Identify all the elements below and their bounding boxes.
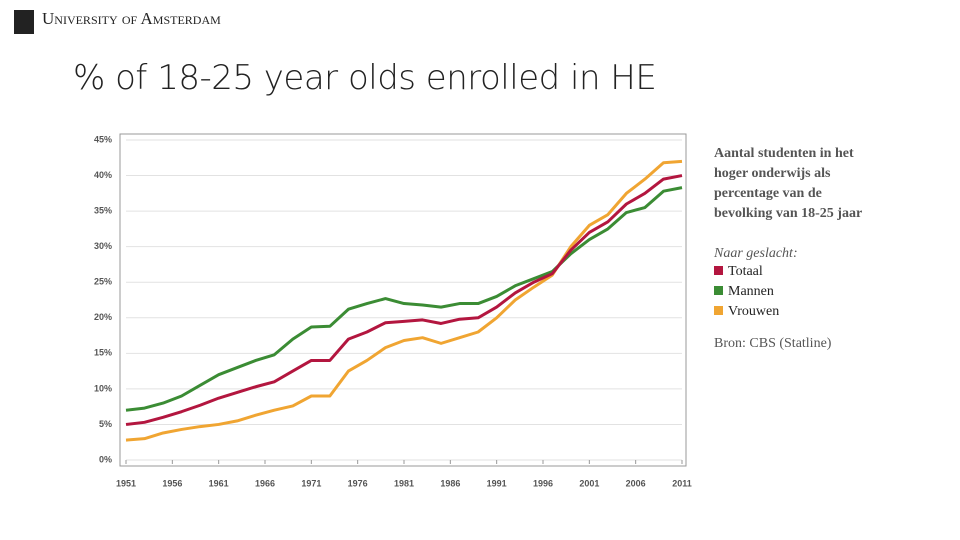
source: Bron: CBS (Statline) bbox=[714, 336, 832, 351]
y-tick-label: 40% bbox=[94, 170, 112, 180]
x-tick-label: 1976 bbox=[348, 478, 368, 488]
x-tick-label: 1991 bbox=[487, 478, 507, 488]
x-tick-label: 1956 bbox=[162, 478, 182, 488]
legend-item: Mannen bbox=[714, 282, 879, 302]
plot-frame bbox=[119, 133, 687, 467]
x-tick-label: 1996 bbox=[533, 478, 553, 488]
y-tick-label: 30% bbox=[94, 241, 112, 251]
x-tick-label: 2006 bbox=[626, 478, 646, 488]
series-line bbox=[125, 174, 683, 426]
legend-panel: Aantal studenten in het hoger onderwijs … bbox=[714, 144, 879, 352]
logo-text: University of Amsterdam bbox=[42, 9, 221, 28]
legend-swatch bbox=[714, 266, 723, 275]
x-tick-label: 2011 bbox=[672, 478, 692, 488]
legend: Totaal Mannen Vrouwen bbox=[714, 262, 879, 322]
x-tick-label: 1986 bbox=[440, 478, 460, 488]
chart: 0% 5% 10% 15% 20% 25% 30% 35% 40% 45% 1951 1956 1961… bbox=[94, 133, 692, 488]
y-tick-label: 25% bbox=[94, 277, 112, 287]
x-tick-label: 1981 bbox=[394, 478, 414, 488]
x-tick-label: 1961 bbox=[209, 478, 229, 488]
series-line bbox=[125, 186, 683, 412]
legend-title: Naar geslacht: bbox=[714, 246, 798, 261]
legend-label: Mannen bbox=[728, 284, 774, 299]
slide-title: % of 18-25 year olds enrolled in HE bbox=[73, 58, 657, 98]
logo-icon bbox=[14, 10, 34, 34]
series-line bbox=[125, 159, 683, 442]
legend-label: Totaal bbox=[728, 264, 763, 279]
y-tick-label: 5% bbox=[99, 419, 112, 429]
y-tick-label: 35% bbox=[94, 205, 112, 215]
chart-subtitle: Aantal studenten in het hoger onderwijs … bbox=[714, 146, 863, 221]
legend-item: Totaal bbox=[714, 262, 879, 282]
y-tick-label: 0% bbox=[99, 454, 112, 464]
y-tick-label: 45% bbox=[94, 134, 112, 144]
legend-swatch bbox=[714, 286, 723, 295]
legend-item: Vrouwen bbox=[714, 302, 879, 322]
x-tick-label: 2001 bbox=[579, 478, 599, 488]
x-tick-label: 1971 bbox=[301, 478, 321, 488]
y-tick-label: 10% bbox=[94, 383, 112, 393]
x-tick-label: 1951 bbox=[116, 478, 136, 488]
legend-swatch bbox=[714, 306, 723, 315]
x-tick-label: 1966 bbox=[255, 478, 275, 488]
legend-label: Vrouwen bbox=[728, 304, 780, 319]
y-tick-label: 15% bbox=[94, 348, 112, 358]
y-tick-label: 20% bbox=[94, 312, 112, 322]
